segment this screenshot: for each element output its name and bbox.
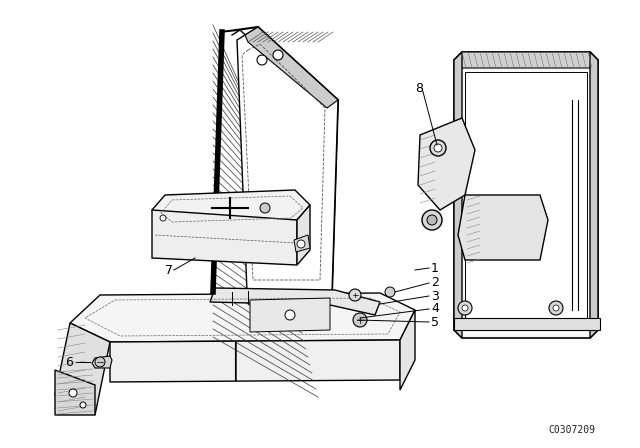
- Circle shape: [430, 140, 446, 156]
- Polygon shape: [55, 323, 110, 415]
- Text: 7: 7: [165, 263, 173, 276]
- Circle shape: [458, 301, 472, 315]
- Polygon shape: [454, 318, 600, 330]
- Text: 6: 6: [65, 356, 73, 369]
- Polygon shape: [55, 370, 95, 415]
- Circle shape: [549, 301, 563, 315]
- Polygon shape: [210, 288, 380, 315]
- Polygon shape: [297, 205, 310, 265]
- Polygon shape: [92, 356, 112, 368]
- Circle shape: [462, 305, 468, 311]
- Polygon shape: [294, 235, 310, 252]
- Polygon shape: [250, 298, 330, 332]
- Polygon shape: [110, 340, 400, 382]
- Text: 3: 3: [431, 289, 439, 302]
- Polygon shape: [454, 52, 598, 68]
- Text: C0307209: C0307209: [548, 425, 595, 435]
- Polygon shape: [418, 118, 475, 210]
- Circle shape: [427, 215, 437, 225]
- Circle shape: [95, 357, 105, 367]
- Circle shape: [434, 144, 442, 152]
- Polygon shape: [245, 27, 338, 108]
- Polygon shape: [152, 190, 310, 225]
- Polygon shape: [400, 310, 415, 390]
- Polygon shape: [237, 27, 338, 292]
- Polygon shape: [458, 195, 548, 260]
- Circle shape: [353, 313, 367, 327]
- Circle shape: [80, 402, 86, 408]
- Text: 2: 2: [431, 276, 439, 289]
- Text: 8: 8: [415, 82, 423, 95]
- Text: 4: 4: [431, 302, 439, 315]
- Circle shape: [297, 240, 305, 248]
- Text: 5: 5: [431, 315, 439, 328]
- Polygon shape: [213, 30, 320, 307]
- Circle shape: [553, 305, 559, 311]
- Circle shape: [349, 289, 361, 301]
- Circle shape: [257, 55, 267, 65]
- Circle shape: [160, 215, 166, 221]
- Circle shape: [285, 310, 295, 320]
- Circle shape: [385, 287, 395, 297]
- Circle shape: [273, 50, 283, 60]
- Polygon shape: [454, 52, 462, 338]
- Polygon shape: [70, 293, 415, 342]
- Polygon shape: [590, 52, 598, 338]
- Polygon shape: [465, 72, 587, 326]
- Text: 1: 1: [431, 262, 439, 275]
- Circle shape: [260, 203, 270, 213]
- Polygon shape: [454, 52, 598, 338]
- Polygon shape: [152, 210, 297, 265]
- Circle shape: [422, 210, 442, 230]
- Circle shape: [69, 389, 77, 397]
- Polygon shape: [213, 27, 338, 307]
